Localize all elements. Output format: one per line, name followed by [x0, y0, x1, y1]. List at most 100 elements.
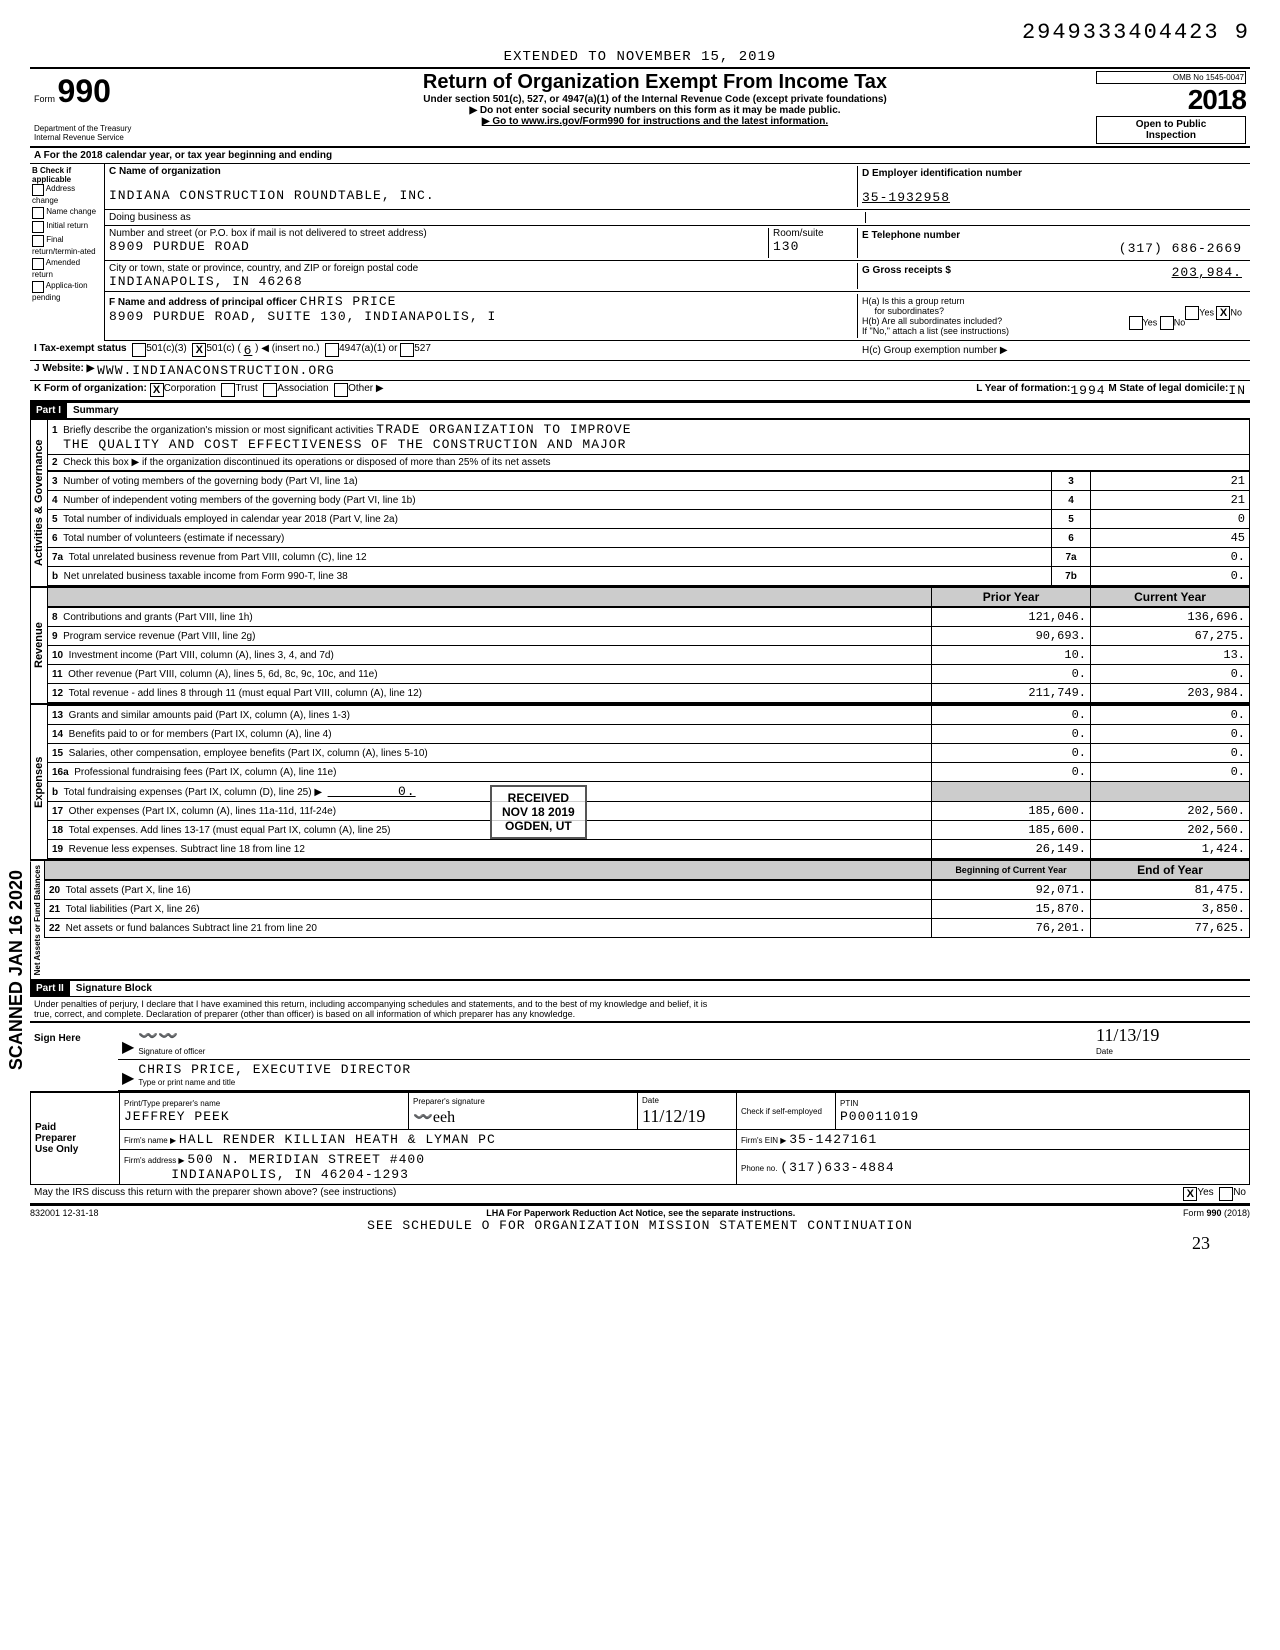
declaration: Under penalties of perjury, I declare th… — [30, 996, 1250, 1021]
officer-addr: 8909 PURDUE ROAD, SUITE 130, INDIANAPOLI… — [109, 309, 496, 324]
ha-label: H(a) Is this a group return — [862, 296, 965, 306]
officer-name: CHRIS PRICE — [300, 294, 397, 309]
table-row: 6 Total number of volunteers (estimate i… — [48, 529, 1250, 548]
table-row: 20 Total assets (Part X, line 16)92,071.… — [45, 881, 1250, 900]
activities-governance: Activities & Governance 1 Briefly descri… — [30, 418, 1250, 586]
part2-header: Part II Signature Block — [30, 979, 1250, 996]
hb-label: H(b) Are all subordinates included? — [862, 316, 1002, 326]
hc-label: H(c) Group exemption number ▶ — [862, 345, 1008, 356]
section-c-d: C Name of organization INDIANA CONSTRUCT… — [105, 164, 1250, 341]
row-a: A For the 2018 calendar year, or tax yea… — [30, 148, 1250, 164]
dba-label: Doing business as — [109, 212, 865, 223]
table-row: 3 Number of voting members of the govern… — [48, 472, 1250, 491]
checkbox-item: Name change — [32, 207, 102, 219]
table-row: 13 Grants and similar amounts paid (Part… — [48, 706, 1250, 725]
dept-treasury: Department of the Treasury — [34, 124, 214, 133]
part1-title: Summary — [67, 403, 125, 418]
phone-label: E Telephone number — [862, 230, 960, 241]
discuss-row: May the IRS discuss this return with the… — [30, 1185, 1250, 1204]
website-value: WWW.INDIANACONSTRUCTION.ORG — [97, 363, 335, 378]
table-row: 7a Total unrelated business revenue from… — [48, 548, 1250, 567]
officer-typed: CHRIS PRICE, EXECUTIVE DIRECTOR — [138, 1062, 411, 1077]
table-row: 15 Salaries, other compensation, employe… — [48, 744, 1250, 763]
tax-year: 2018 — [1096, 84, 1246, 116]
vert-net: Net Assets or Fund Balances — [30, 861, 44, 979]
table-row: 5 Total number of individuals employed i… — [48, 510, 1250, 529]
ein-label: D Employer identification number — [862, 168, 1022, 179]
preparer-name: JEFFREY PEEK — [124, 1109, 230, 1124]
open-public: Open to Public — [1136, 119, 1207, 130]
preparer-table: Paid Preparer Use Only Print/Type prepar… — [30, 1091, 1250, 1185]
part1-label: Part I — [30, 403, 67, 418]
sign-here-label: Sign Here — [30, 1023, 118, 1091]
part1-header: Part I Summary — [30, 401, 1250, 418]
received-stamp: RECEIVED NOV 18 2019 OGDEN, UT — [490, 785, 587, 839]
form-note1: ▶ Do not enter social security numbers o… — [222, 105, 1088, 116]
part2-label: Part II — [30, 981, 70, 996]
officer-signature: 〰️〰️ — [138, 1028, 178, 1045]
preparer-signature: 〰️eeh — [413, 1109, 455, 1126]
room-value: 130 — [773, 239, 799, 254]
addr-label: Number and street (or P.O. box if mail i… — [109, 228, 427, 239]
section-b-header: B Check if applicable — [32, 166, 71, 184]
vert-rev: Revenue — [30, 588, 47, 703]
ein-value: 35-1932958 — [862, 190, 950, 205]
form-title: Return of Organization Exempt From Incom… — [222, 71, 1088, 94]
firm-phone: (317)633-4884 — [780, 1160, 894, 1175]
table-row: b Net unrelated business taxable income … — [48, 567, 1250, 586]
checkbox-item: Final return/termin-ated — [32, 235, 102, 256]
form-header: Form 990 Department of the Treasury Inte… — [30, 67, 1250, 148]
website-row: J Website: ▶ WWW.INDIANACONSTRUCTION.ORG — [30, 361, 1250, 381]
document-id: 2949333404423 9 — [30, 20, 1250, 45]
revenue-section: Revenue Prior Year Current Year 8 Contri… — [30, 586, 1250, 703]
year-box: OMB No 1545-0047 2018 Open to Public Ins… — [1092, 69, 1250, 146]
line-k: K Form of organization: X Corporation Tr… — [30, 381, 1250, 401]
table-row: b Total fundraising expenses (Part IX, c… — [48, 782, 1250, 802]
officer-label: F Name and address of principal officer — [109, 297, 297, 308]
checkbox-item: Applica-tion pending — [32, 281, 102, 302]
street-address: 8909 PURDUE ROAD — [109, 239, 250, 254]
ha-sub: for subordinates? — [875, 306, 945, 316]
footer: 832001 12-31-18 LHA For Paperwork Reduct… — [30, 1204, 1250, 1218]
omb-number: OMB No 1545-0047 — [1096, 71, 1246, 84]
table-row: 10 Investment income (Part VIII, column … — [48, 646, 1250, 665]
checkbox-item: Address change — [32, 184, 102, 205]
vert-exp: Expenses — [30, 705, 47, 859]
net-assets-section: Net Assets or Fund Balances Beginning of… — [30, 859, 1250, 979]
vert-gov: Activities & Governance — [30, 420, 47, 586]
table-row: 18 Total expenses. Add lines 13-17 (must… — [48, 821, 1250, 840]
table-row: 14 Benefits paid to or for members (Part… — [48, 725, 1250, 744]
sign-date: 11/13/19 — [1096, 1025, 1159, 1045]
website-label: J Website: ▶ — [34, 363, 94, 378]
gross-receipts-label: G Gross receipts $ — [862, 265, 951, 276]
hb-note: If "No," attach a list (see instructions… — [862, 326, 1009, 336]
checkbox-item: Initial return — [32, 221, 102, 233]
table-row: 4 Number of independent voting members o… — [48, 491, 1250, 510]
form-number-box: Form 990 Department of the Treasury Inte… — [30, 69, 218, 146]
room-label: Room/suite — [773, 228, 824, 239]
footer-form: Form 990 (2018) — [1183, 1208, 1250, 1218]
firm-addr1: 500 N. MERIDIAN STREET #400 — [187, 1152, 425, 1167]
tax-exempt-row: I Tax-exempt status 501(c)(3) X 501(c) (… — [30, 341, 1250, 361]
table-row: 19 Revenue less expenses. Subtract line … — [48, 840, 1250, 859]
form-prefix: Form — [34, 94, 55, 104]
table-row: 16a Professional fundraising fees (Part … — [48, 763, 1250, 782]
name-label: C Name of organization — [109, 166, 221, 177]
table-row: 9 Program service revenue (Part VIII, li… — [48, 627, 1250, 646]
city-value: INDIANAPOLIS, IN 46268 — [109, 274, 303, 289]
table-row: 8 Contributions and grants (Part VIII, l… — [48, 608, 1250, 627]
section-b: B Check if applicable Address change Nam… — [30, 164, 105, 341]
hand-number: 23 — [30, 1233, 1250, 1254]
firm-addr2: INDIANAPOLIS, IN 46204-1293 — [171, 1167, 409, 1182]
gross-receipts-value: 203,984. — [1172, 265, 1242, 280]
scanned-stamp: SCANNED JAN 16 2020 — [6, 870, 27, 1070]
checkbox-item: Amended return — [32, 258, 102, 279]
extended-date: EXTENDED TO NOVEMBER 15, 2019 — [30, 49, 1250, 65]
footer-lha: LHA For Paperwork Reduction Act Notice, … — [486, 1208, 795, 1218]
inspection: Inspection — [1146, 130, 1196, 141]
form-subtitle: Under section 501(c), 527, or 4947(a)(1)… — [222, 94, 1088, 105]
tax-exempt-label: I Tax-exempt status — [34, 343, 127, 358]
table-row: 17 Other expenses (Part IX, column (A), … — [48, 802, 1250, 821]
part2-title: Signature Block — [70, 981, 158, 996]
phone-value: (317) 686-2669 — [862, 241, 1242, 256]
